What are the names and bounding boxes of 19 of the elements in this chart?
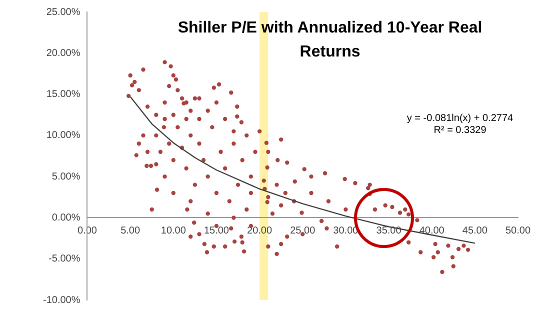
- x-tick-label: 20.00: [247, 225, 272, 236]
- x-tick-label: 45.00: [462, 225, 488, 236]
- text: Shiller P/E with Annualized 10-Year Real Returns: [178, 19, 482, 60]
- annotation: y = -0.081ln(x) + 0.2774: [406, 112, 514, 124]
- x-tick-label: 50.00: [505, 225, 531, 236]
- y-tick-label: 5.00%: [52, 171, 80, 182]
- x-tick-label: 10.00: [160, 225, 186, 236]
- y-tick-label: 25.00%: [46, 6, 80, 18]
- y-tick-label: 0.00%: [52, 212, 80, 224]
- x-tick-label: 15.00: [204, 225, 230, 236]
- y-tick-label: 15.00%: [46, 89, 80, 100]
- x-tick-label: 5.00: [120, 225, 140, 236]
- y-tick-label: -10.00%: [42, 294, 80, 306]
- y-tick-label: 10.00%: [46, 130, 80, 142]
- annotation: R² = 0.3329: [434, 124, 487, 136]
- x-tick-label: 40.00: [419, 225, 445, 236]
- y-tick-label: 20.00%: [46, 48, 80, 59]
- y-tick-label: -5.00%: [48, 254, 80, 265]
- x-tick-label: 25.00: [290, 225, 316, 236]
